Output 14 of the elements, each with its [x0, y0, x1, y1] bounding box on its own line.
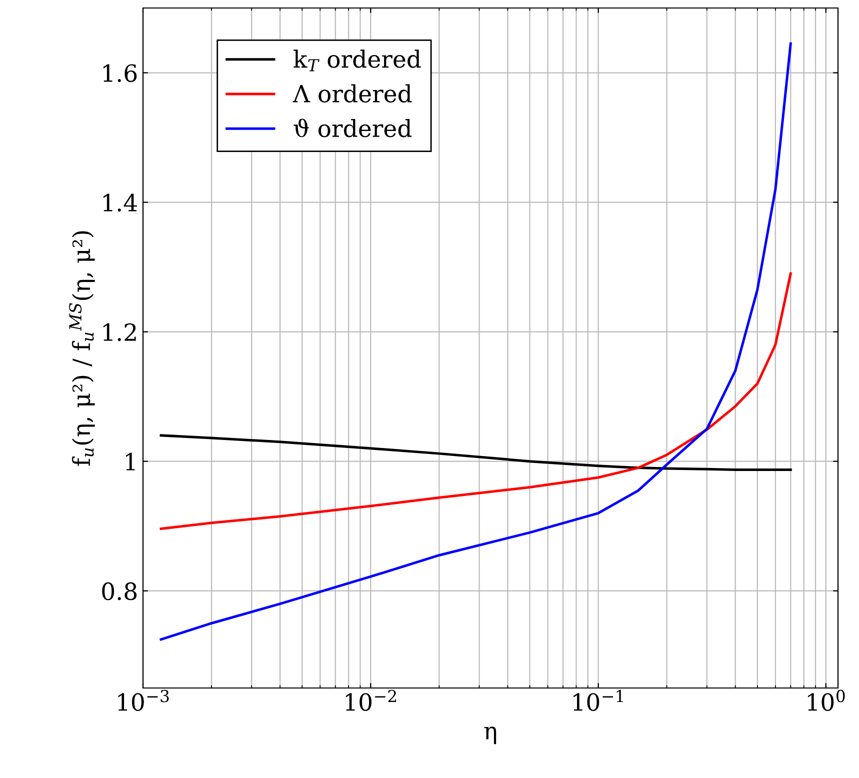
x-axis-title: η [484, 726, 496, 744]
y-tick-label: 1 [126, 452, 135, 470]
legend-label: ϑ ordered [294, 118, 412, 138]
x-tick-label: 10$^{−3}$ [118, 690, 169, 711]
x-tick-label: 10$^{−1}$ [574, 690, 623, 711]
y-axis-title: f$_{u}$(η, μ²) / f$_{u}$$^{MS}$(η, μ²) [69, 231, 95, 466]
y-tick-label: 1.6 [103, 64, 137, 82]
y-tick-label: 1.2 [103, 323, 136, 342]
x-tick-label: 10$^{0}$ [808, 690, 845, 711]
y-tick-label: 1.4 [103, 194, 137, 212]
x-tick-label: 10$^{−2}$ [346, 690, 396, 711]
legend-label: Λ ordered [292, 84, 412, 103]
legend-label: k$_{T}$ ordered [294, 50, 421, 72]
y-tick-label: 0.8 [102, 582, 137, 600]
